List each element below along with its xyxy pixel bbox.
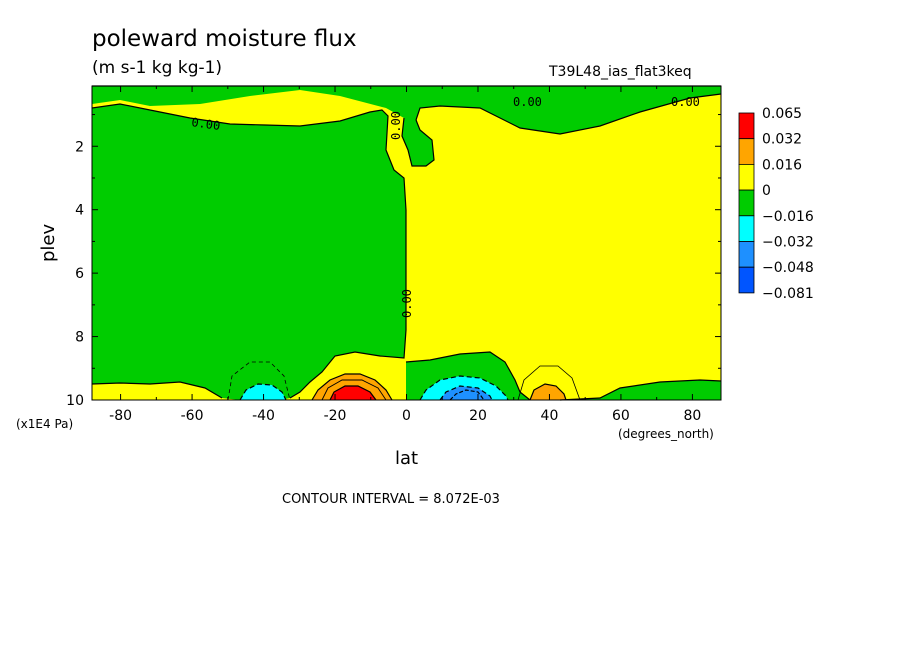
field-negative-core-south [240, 384, 286, 400]
x-tick-label: -60 [181, 408, 204, 424]
field-negative-stem [402, 118, 434, 166]
colorbar-label: 0.065 [762, 106, 802, 122]
x-tick-label: 60 [612, 408, 630, 424]
colorbar-swatch [738, 241, 755, 268]
contour-label: 0.00 [389, 111, 403, 140]
colorbar-swatch [738, 112, 755, 140]
chart-title: poleward moisture flux [92, 26, 357, 52]
field-positive-core-north [530, 384, 566, 400]
colorbar-swatch [738, 138, 755, 165]
field-negative-nh-right [560, 380, 721, 400]
x-tick-label: 20 [469, 408, 487, 424]
colorbar-swatch [738, 215, 755, 242]
colorbar-label: 0.032 [762, 132, 802, 148]
contour-label: 0.00 [671, 95, 700, 109]
x-tick-label: -20 [324, 408, 347, 424]
y-tick-label: 8 [75, 330, 84, 346]
contour-interval-note: CONTOUR INTERVAL = 8.072E-03 [282, 492, 500, 507]
x-tick-label: -80 [109, 408, 132, 424]
contour-label: 0.00 [191, 115, 222, 133]
plot-area: 0.00 0.00 0.00 0.00 0.00 [91, 85, 722, 401]
x-unit-label: (degrees_north) [618, 427, 714, 441]
contour-labels: 0.00 0.00 0.00 0.00 0.00 [191, 95, 700, 318]
colorbar-label: −0.016 [762, 209, 814, 225]
colorbar-label: −0.048 [762, 260, 814, 276]
colorbar-label: −0.081 [762, 286, 814, 302]
x-tick-label: 80 [683, 408, 701, 424]
colorbar-label: 0 [762, 183, 771, 199]
x-tick-label: 0 [402, 408, 411, 424]
y-tick-label: 6 [75, 266, 84, 282]
colorbar: 0.065 0.032 0.016 0 −0.016 −0.032 −0.048 −0.081 [738, 106, 814, 302]
y-tick-label: 10 [66, 393, 84, 409]
colorbar-swatch [738, 163, 755, 191]
colorbar-label: 0.016 [762, 157, 802, 173]
y-axis-title: plev [38, 223, 59, 262]
field-negative-south [92, 104, 406, 400]
field-negative-top [92, 86, 721, 134]
x-axis: -80 -60 -40 -20 0 20 40 60 80 [109, 86, 701, 424]
colorbar-label: −0.032 [762, 235, 814, 251]
run-label: T39L48_ias_flat3keq [548, 64, 692, 80]
x-tick-label: 40 [541, 408, 559, 424]
colorbar-swatch [738, 189, 755, 217]
y-axis: 2 4 6 8 10 [66, 114, 721, 409]
y-tick-label: 4 [75, 203, 84, 219]
y-tick-label: 2 [75, 139, 84, 155]
y-unit-label: (x1E4 Pa) [16, 417, 73, 431]
chart-units: (m s-1 kg kg-1) [92, 58, 222, 78]
colorbar-swatch [738, 266, 755, 294]
x-axis-title: lat [395, 448, 418, 469]
x-tick-label: -40 [252, 408, 275, 424]
contour-label: 0.00 [513, 95, 542, 109]
contour-label: 0.00 [400, 289, 414, 318]
